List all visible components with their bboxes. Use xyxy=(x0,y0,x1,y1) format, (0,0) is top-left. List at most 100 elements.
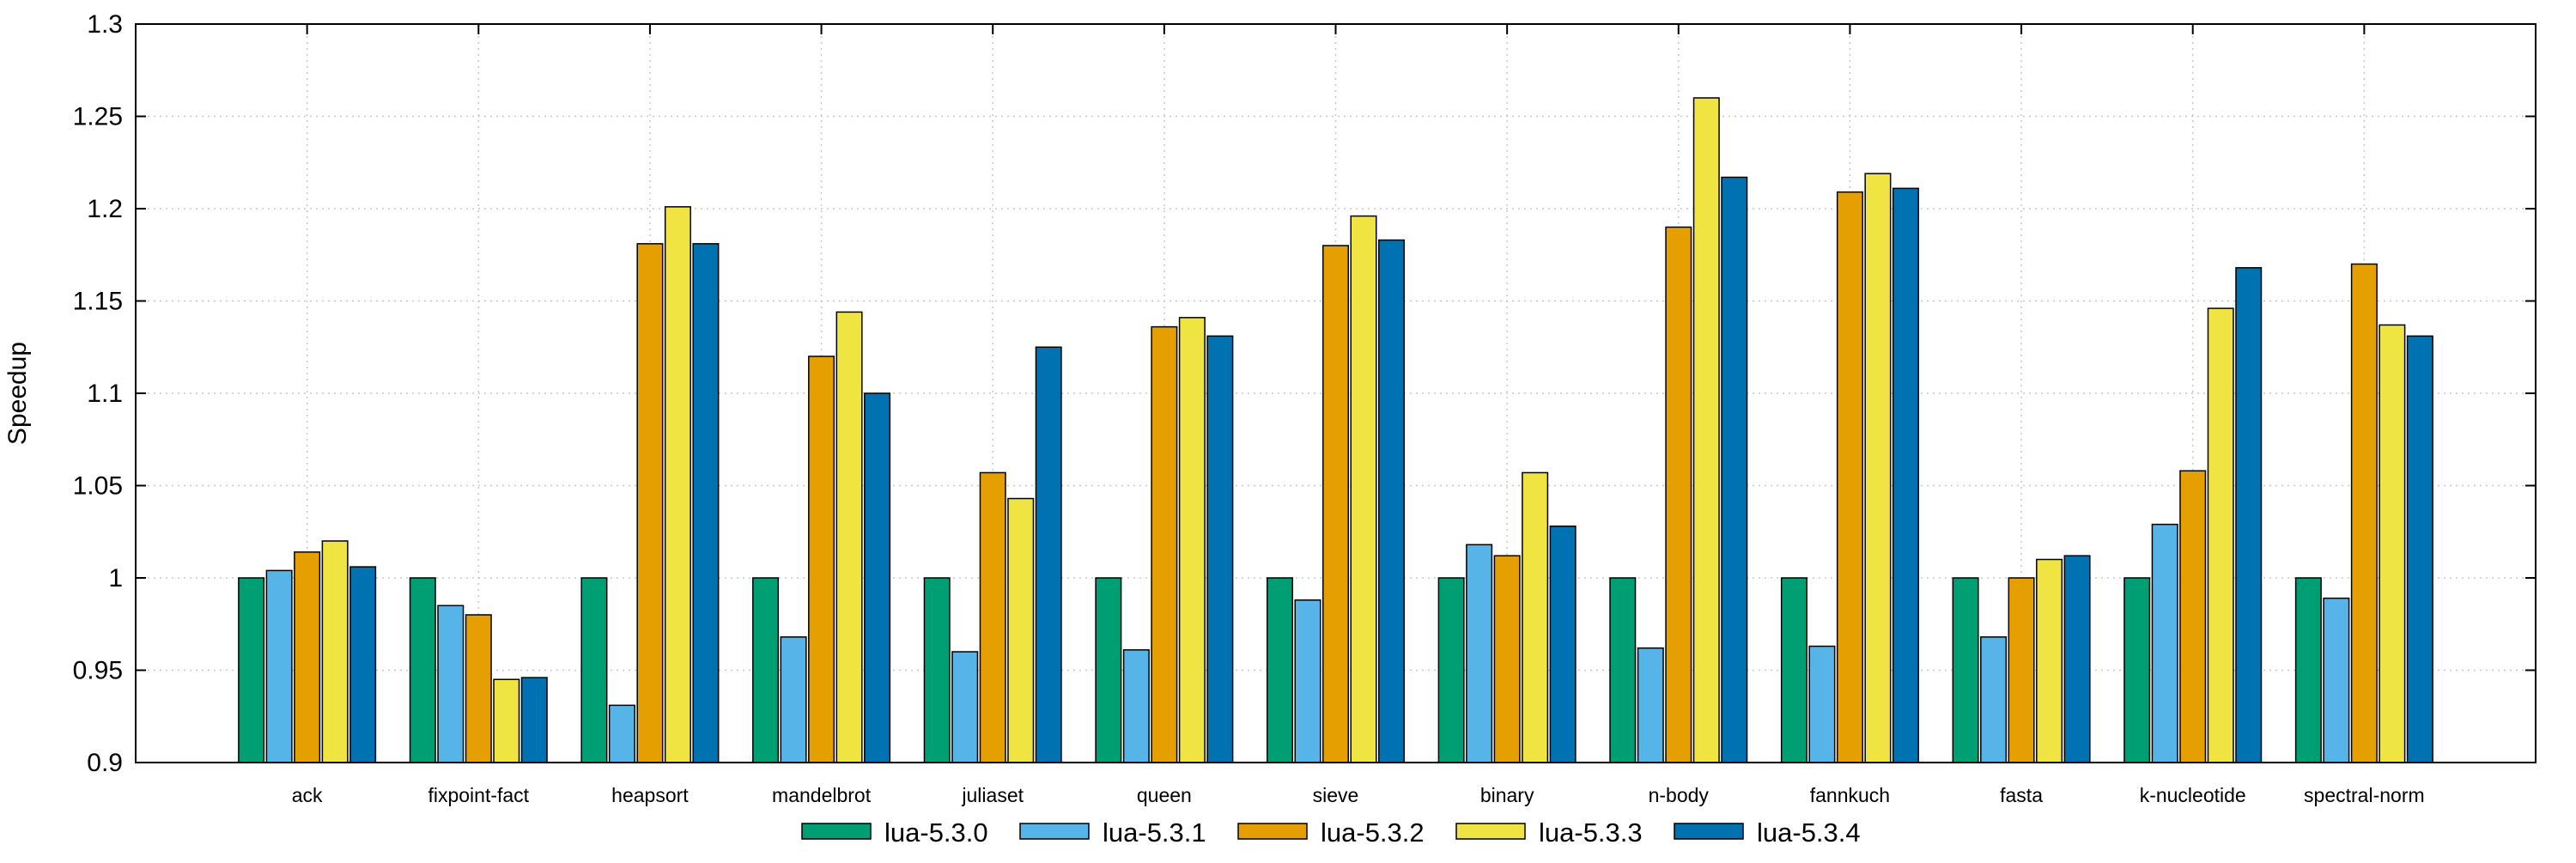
bar-lua-5.3.0-spectral-norm xyxy=(2294,577,2322,763)
y-tick-label: 1.2 xyxy=(87,195,123,223)
bar-lua-5.3.3-spectral-norm xyxy=(2379,324,2406,763)
bar-lua-5.3.2-heapsort xyxy=(636,243,664,763)
bar-lua-5.3.2-fixpoint-fact xyxy=(465,614,492,763)
category-label-binary: binary xyxy=(1480,784,1534,806)
y-tick-label: 1.05 xyxy=(73,472,123,501)
y-tick-label: 0.9 xyxy=(87,749,123,777)
y-tick-label: 0.95 xyxy=(73,657,123,685)
y-tick-label: 1.25 xyxy=(73,103,123,131)
bar-lua-5.3.2-binary xyxy=(1493,555,1521,763)
category-label-fannkuch: fannkuch xyxy=(1810,784,1890,806)
bar-lua-5.3.4-ack xyxy=(349,566,377,763)
bar-lua-5.3.1-heapsort xyxy=(608,704,635,763)
bar-lua-5.3.4-juliaset xyxy=(1035,346,1062,763)
legend-label-lua-5.3.1: lua-5.3.1 xyxy=(1103,817,1206,848)
bar-lua-5.3.4-heapsort xyxy=(692,243,720,763)
category-label-heapsort: heapsort xyxy=(611,784,689,806)
legend-swatch-lua-5.3.1 xyxy=(1019,823,1090,840)
category-label-spectral-norm: spectral-norm xyxy=(2304,784,2425,806)
y-tick-label: 1.3 xyxy=(87,10,123,39)
bar-lua-5.3.4-k-nucleotide xyxy=(2235,267,2263,763)
y-tick-label: 1 xyxy=(108,564,123,593)
bar-lua-5.3.2-sieve xyxy=(1322,245,1349,763)
category-label-juliaset: juliaset xyxy=(961,784,1024,806)
legend-label-lua-5.3.0: lua-5.3.0 xyxy=(884,817,988,848)
bar-lua-5.3.3-fannkuch xyxy=(1864,173,1892,763)
bar-lua-5.3.1-fixpoint-fact xyxy=(437,605,465,763)
category-label-n-body: n-body xyxy=(1649,784,1710,806)
y-tick-label: 1.15 xyxy=(73,288,123,316)
bar-lua-5.3.0-k-nucleotide xyxy=(2123,577,2151,763)
bar-lua-5.3.0-juliaset xyxy=(923,577,951,763)
bar-lua-5.3.2-fasta xyxy=(2008,577,2035,763)
legend-label-lua-5.3.2: lua-5.3.2 xyxy=(1321,817,1425,848)
bar-lua-5.3.0-fasta xyxy=(1952,577,1979,763)
legend-swatch-lua-5.3.2 xyxy=(1237,823,1308,840)
category-label-fasta: fasta xyxy=(2000,784,2043,806)
bar-lua-5.3.1-ack xyxy=(265,569,293,763)
category-label-k-nucleotide: k-nucleotide xyxy=(2140,784,2246,806)
bar-lua-5.3.1-k-nucleotide xyxy=(2151,523,2178,763)
legend-swatch-lua-5.3.3 xyxy=(1455,823,1526,840)
bar-lua-5.3.3-sieve xyxy=(1350,215,1377,763)
bar-lua-5.3.4-binary xyxy=(1549,526,1577,763)
bar-lua-5.3.2-n-body xyxy=(1665,226,1692,763)
y-tick-label: 1.1 xyxy=(87,380,123,408)
bar-lua-5.3.0-n-body xyxy=(1609,577,1637,763)
bar-lua-5.3.4-sieve xyxy=(1378,239,1405,763)
bar-lua-5.3.0-binary xyxy=(1437,577,1465,763)
bar-lua-5.3.4-spectral-norm xyxy=(2406,335,2433,763)
bar-lua-5.3.3-mandelbrot xyxy=(835,311,863,763)
bar-lua-5.3.3-fasta xyxy=(2036,558,2063,763)
bar-lua-5.3.1-sieve xyxy=(1294,599,1321,763)
bar-lua-5.3.3-binary xyxy=(1522,471,1549,763)
bar-lua-5.3.0-sieve xyxy=(1267,577,1293,763)
bar-lua-5.3.3-fixpoint-fact xyxy=(493,678,520,763)
bar-lua-5.3.2-queen xyxy=(1151,325,1178,763)
bar-lua-5.3.4-fannkuch xyxy=(1892,187,1919,763)
bar-lua-5.3.2-mandelbrot xyxy=(808,356,835,763)
bar-lua-5.3.1-queen xyxy=(1122,649,1150,763)
category-label-sieve: sieve xyxy=(1313,784,1359,806)
bar-lua-5.3.1-fasta xyxy=(1980,636,2008,763)
bar-lua-5.3.4-fasta xyxy=(2063,555,2091,763)
bar-lua-5.3.2-fannkuch xyxy=(1836,191,1863,763)
bar-lua-5.3.3-ack xyxy=(321,540,349,763)
category-label-fixpoint-fact: fixpoint-fact xyxy=(428,784,529,806)
bar-lua-5.3.1-n-body xyxy=(1637,647,1664,763)
bar-lua-5.3.3-k-nucleotide xyxy=(2207,307,2234,763)
bar-lua-5.3.0-fannkuch xyxy=(1780,577,1807,763)
bar-lua-5.3.3-juliaset xyxy=(1007,497,1035,763)
bar-lua-5.3.0-heapsort xyxy=(580,577,608,763)
bar-lua-5.3.4-mandelbrot xyxy=(864,392,891,763)
bar-lua-5.3.2-ack xyxy=(294,551,321,763)
bar-lua-5.3.2-spectral-norm xyxy=(2350,263,2378,763)
bar-lua-5.3.1-mandelbrot xyxy=(780,636,807,763)
bar-lua-5.3.3-queen xyxy=(1178,317,1206,763)
legend-label-lua-5.3.3: lua-5.3.3 xyxy=(1539,817,1643,848)
bar-lua-5.3.2-juliaset xyxy=(979,471,1006,763)
category-label-ack: ack xyxy=(292,784,323,806)
bar-lua-5.3.1-binary xyxy=(1466,544,1493,763)
bar-lua-5.3.1-spectral-norm xyxy=(2323,597,2350,763)
bar-lua-5.3.2-k-nucleotide xyxy=(2179,470,2207,763)
category-label-mandelbrot: mandelbrot xyxy=(772,784,872,806)
legend-label-lua-5.3.4: lua-5.3.4 xyxy=(1757,817,1861,848)
bar-lua-5.3.1-fannkuch xyxy=(1808,645,1836,763)
bar-lua-5.3.3-n-body xyxy=(1692,97,1720,763)
legend-swatch-lua-5.3.4 xyxy=(1674,823,1744,840)
bar-lua-5.3.0-ack xyxy=(238,577,265,763)
bar-lua-5.3.3-heapsort xyxy=(664,206,691,763)
bar-lua-5.3.1-juliaset xyxy=(951,651,979,763)
bar-lua-5.3.4-fixpoint-fact xyxy=(520,677,548,763)
legend-swatch-lua-5.3.0 xyxy=(801,823,872,840)
category-label-queen: queen xyxy=(1137,784,1192,806)
y-axis-title: Speedup xyxy=(3,342,32,445)
bar-lua-5.3.0-mandelbrot xyxy=(752,577,780,763)
bar-lua-5.3.0-fixpoint-fact xyxy=(409,577,436,763)
bar-lua-5.3.4-queen xyxy=(1206,335,1234,763)
bar-lua-5.3.4-n-body xyxy=(1721,176,1748,763)
bar-lua-5.3.0-queen xyxy=(1095,577,1122,763)
